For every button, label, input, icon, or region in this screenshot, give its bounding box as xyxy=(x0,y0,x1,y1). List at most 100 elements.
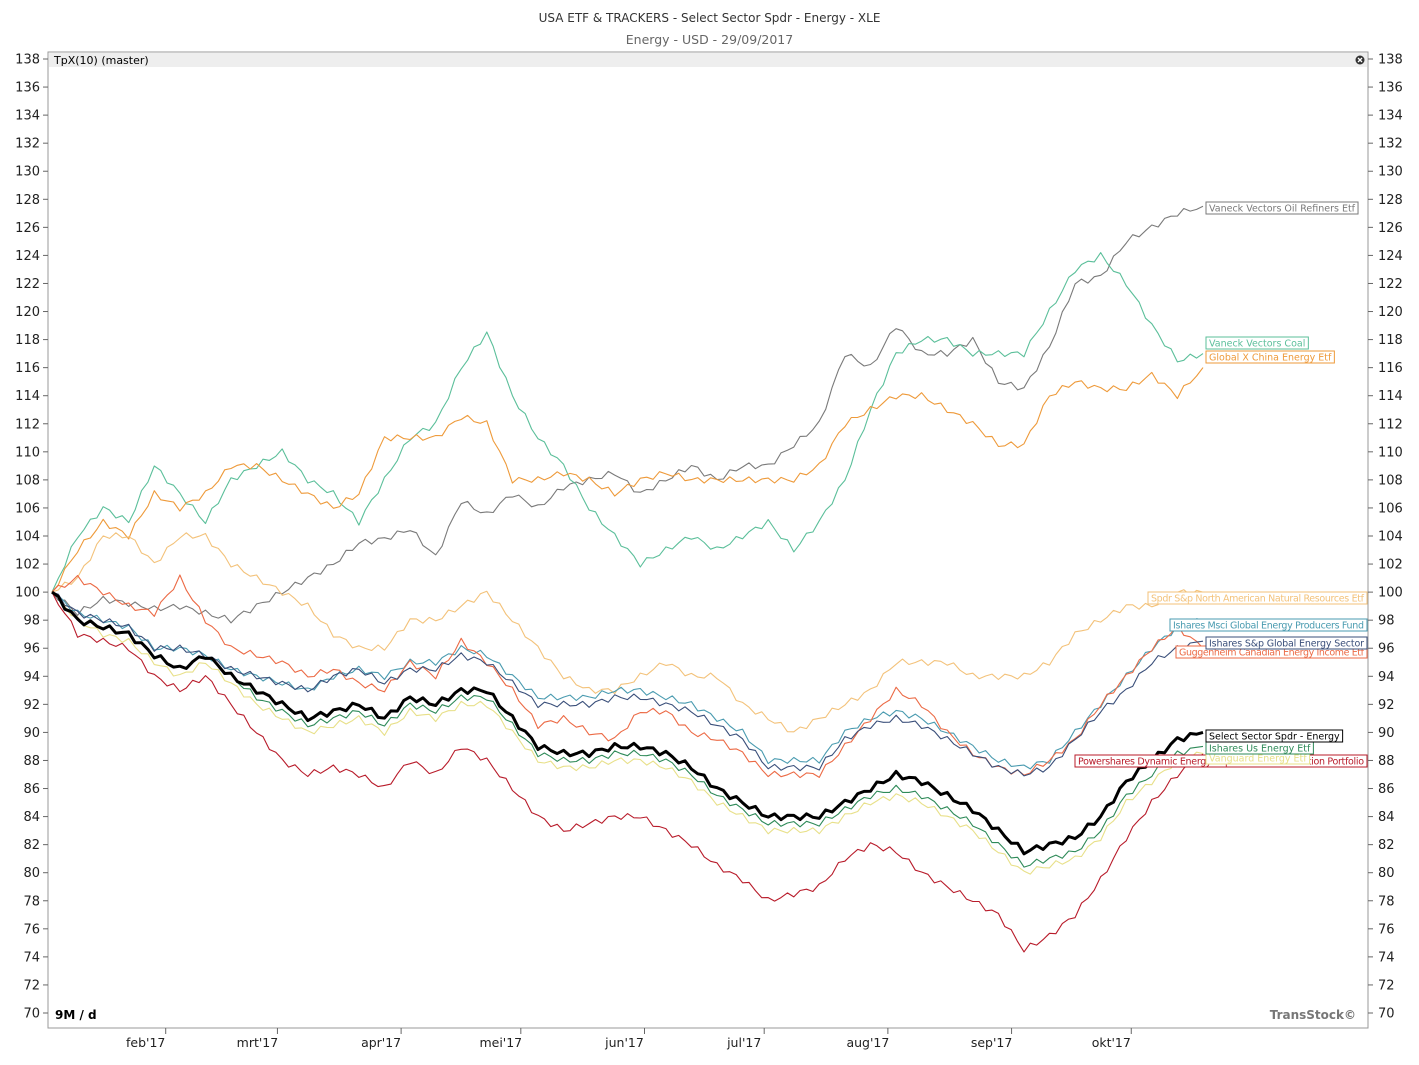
y-tick-label-right: 138 xyxy=(1378,53,1403,68)
series-line-msci-producers xyxy=(51,591,1204,770)
y-axis: 70 70 72 72 74 74 76 76 78 78 80 80 82 82 84 84 86 86 88 88… xyxy=(15,53,1403,1022)
y-tick-label-left: 70 xyxy=(23,1007,40,1022)
series-label-oil-refiners: Vaneck Vectors Oil Refiners Etf xyxy=(1205,201,1359,215)
y-tick-label-right: 114 xyxy=(1378,389,1403,404)
y-tick-label-left: 88 xyxy=(23,754,40,769)
y-tick-label-right: 72 xyxy=(1378,978,1395,993)
y-tick-label-right: 98 xyxy=(1378,614,1395,629)
panel-header-bar xyxy=(49,53,1367,67)
x-tick-label: feb'17 xyxy=(126,1035,165,1050)
series-labels: Vaneck Vectors Oil Refiners Etf Vaneck Ve… xyxy=(1074,201,1368,768)
y-tick-label-right: 132 xyxy=(1378,137,1403,152)
series-label-vanguard: Vanguard Energy Etf xyxy=(1205,751,1311,765)
y-tick-label-left: 120 xyxy=(15,305,40,320)
y-tick-label-right: 108 xyxy=(1378,473,1403,488)
series-line-china-energy xyxy=(51,367,1204,593)
x-tick-label: sep'17 xyxy=(971,1035,1012,1050)
y-tick-label-left: 110 xyxy=(15,445,40,460)
y-tick-label-right: 134 xyxy=(1378,109,1403,124)
y-tick-label-right: 116 xyxy=(1378,361,1403,376)
series-lines xyxy=(51,205,1204,953)
series-label-msci-producers: Ishares Msci Global Energy Producers Fun… xyxy=(1169,618,1368,632)
close-icon[interactable] xyxy=(1355,55,1365,65)
series-label-nat-resources: Spdr S&p North American Natural Resource… xyxy=(1147,591,1368,605)
series-label-text: Vanguard Energy Etf xyxy=(1209,754,1307,765)
series-label-box xyxy=(1169,618,1368,632)
series-label-text: Guggenheim Canadian Energy Income Etf xyxy=(1179,648,1365,659)
y-tick-label-left: 114 xyxy=(15,389,40,404)
y-tick-label-left: 112 xyxy=(15,417,40,432)
y-tick-label-left: 96 xyxy=(23,642,40,657)
series-line-oil-refiners xyxy=(51,205,1204,624)
y-tick-label-left: 86 xyxy=(23,782,40,797)
y-tick-label-right: 100 xyxy=(1378,586,1403,601)
x-axis: feb'17 mrt'17 apr'17 mei'17 jun'17 jul'17 aug'… xyxy=(126,1028,1132,1050)
series-label-text: Select Sector Spdr - Energy xyxy=(1209,732,1340,743)
series-label-box xyxy=(1205,636,1368,650)
series-label-text: Spdr S&p North American Natural Resource… xyxy=(1151,594,1365,605)
y-tick-label-left: 134 xyxy=(15,109,40,124)
x-tick-label: okt'17 xyxy=(1092,1035,1131,1050)
y-tick-label-right: 90 xyxy=(1378,726,1395,741)
series-label-text: Ishares Msci Global Energy Producers Fun… xyxy=(1173,621,1364,632)
y-tick-label-right: 112 xyxy=(1378,417,1403,432)
y-tick-label-left: 116 xyxy=(15,361,40,376)
y-tick-label-right: 92 xyxy=(1378,698,1395,713)
y-tick-label-right: 128 xyxy=(1378,193,1403,208)
y-tick-label-right: 136 xyxy=(1378,81,1403,96)
y-tick-label-left: 76 xyxy=(23,922,40,937)
series-label-text: Vaneck Vectors Coal xyxy=(1209,339,1305,350)
series-line-sp-global xyxy=(51,591,1204,777)
y-tick-label-right: 70 xyxy=(1378,1007,1395,1022)
series-label-box xyxy=(1205,336,1309,350)
y-tick-label-right: 118 xyxy=(1378,333,1403,348)
y-tick-label-right: 74 xyxy=(1378,950,1395,965)
series-line-powershares xyxy=(51,591,1204,953)
y-tick-label-right: 80 xyxy=(1378,866,1395,881)
x-tick-label: aug'17 xyxy=(846,1035,889,1050)
y-tick-label-left: 74 xyxy=(23,950,40,965)
y-tick-label-right: 84 xyxy=(1378,810,1395,825)
y-tick-label-left: 72 xyxy=(23,978,40,993)
y-tick-label-left: 132 xyxy=(15,137,40,152)
y-tick-label-left: 98 xyxy=(23,614,40,629)
y-tick-label-right: 88 xyxy=(1378,754,1395,769)
y-tick-label-left: 130 xyxy=(15,165,40,180)
y-tick-label-right: 78 xyxy=(1378,894,1395,909)
y-tick-label-left: 118 xyxy=(15,333,40,348)
y-tick-label-left: 124 xyxy=(15,249,40,264)
y-tick-label-left: 78 xyxy=(23,894,40,909)
y-tick-label-left: 100 xyxy=(15,586,40,601)
y-tick-label-left: 108 xyxy=(15,473,40,488)
y-tick-label-right: 106 xyxy=(1378,501,1403,516)
series-label-box xyxy=(1147,591,1368,605)
series-line-xle xyxy=(51,590,1204,856)
x-tick-label: jul'17 xyxy=(726,1035,761,1050)
series-label-us-energy: Ishares Us Energy Etf xyxy=(1205,741,1314,755)
y-tick-label-left: 82 xyxy=(23,838,40,853)
x-tick-label: jun'17 xyxy=(604,1035,644,1050)
y-tick-label-right: 126 xyxy=(1378,221,1403,236)
plot-frame xyxy=(47,51,1369,1029)
chart-title: USA ETF & TRACKERS - Select Sector Spdr … xyxy=(538,11,881,25)
y-tick-label-right: 94 xyxy=(1378,670,1395,685)
y-tick-label-right: 86 xyxy=(1378,782,1395,797)
series-label-sp-global: Ishares S&p Global Energy Sector xyxy=(1205,636,1368,650)
series-label-text: Ishares Us Energy Etf xyxy=(1209,744,1311,755)
chart-subtitle: Energy - USD - 29/09/2017 xyxy=(625,32,794,47)
series-label-coal: Vaneck Vectors Coal xyxy=(1205,336,1309,350)
series-label-box xyxy=(1205,350,1335,364)
period-label: 9M / d xyxy=(55,1008,97,1022)
y-tick-label-left: 106 xyxy=(15,501,40,516)
y-tick-label-right: 124 xyxy=(1378,249,1403,264)
x-tick-label: apr'17 xyxy=(361,1035,401,1050)
y-tick-label-right: 82 xyxy=(1378,838,1395,853)
series-line-us-energy xyxy=(51,591,1204,868)
y-tick-label-right: 104 xyxy=(1378,530,1403,545)
series-label-box xyxy=(1205,201,1359,215)
y-tick-label-right: 122 xyxy=(1378,277,1403,292)
y-tick-label-left: 126 xyxy=(15,221,40,236)
y-tick-label-right: 120 xyxy=(1378,305,1403,320)
y-tick-label-left: 122 xyxy=(15,277,40,292)
